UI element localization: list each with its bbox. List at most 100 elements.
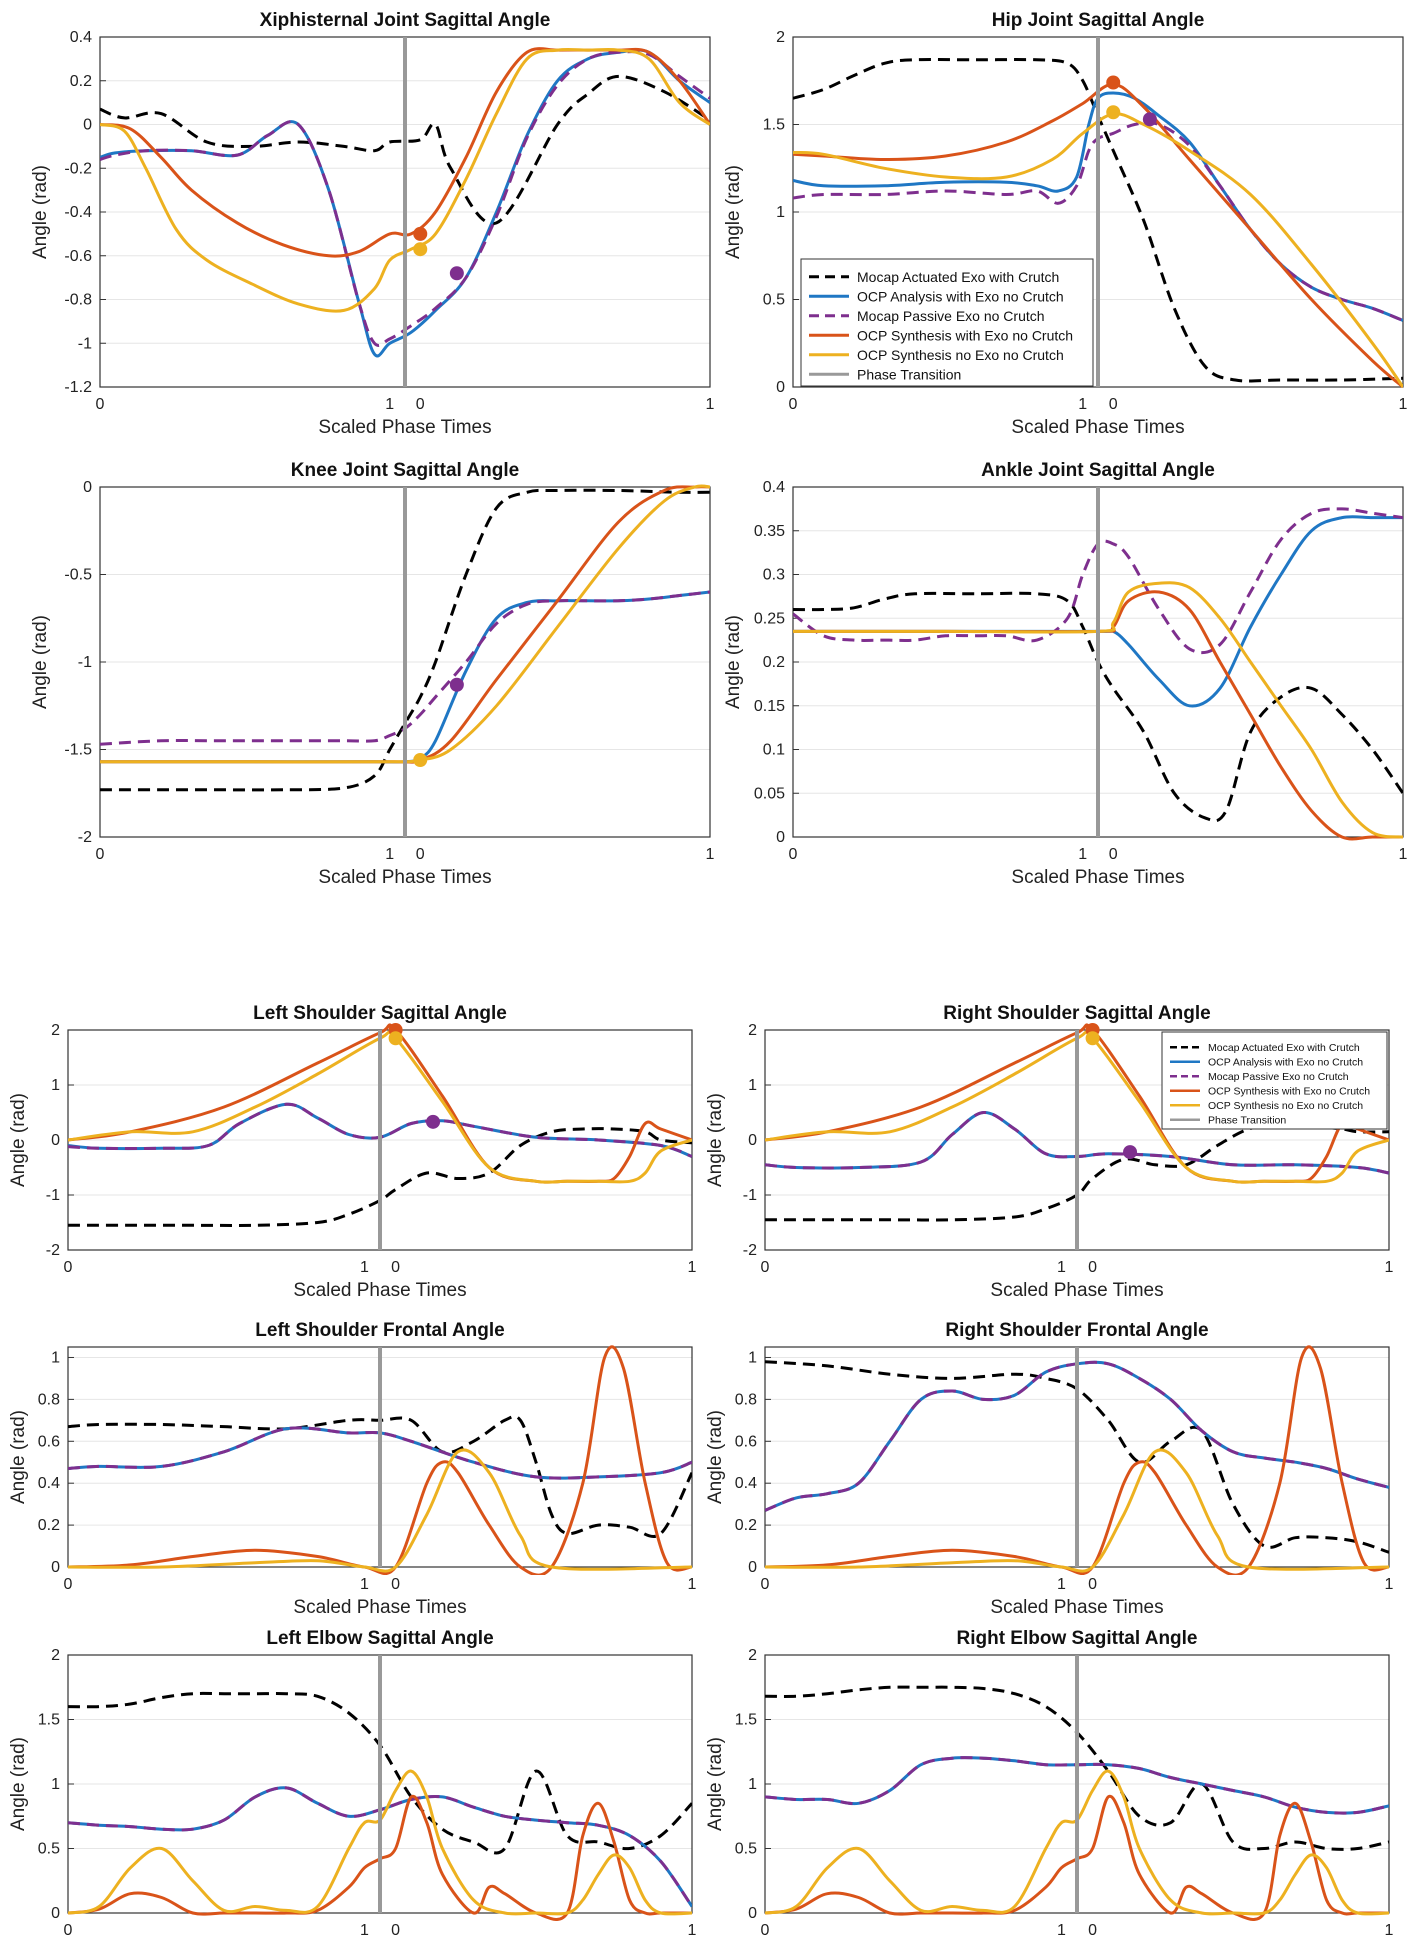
series-line-mocap-actuated (100, 74, 710, 226)
series-line-mocap-actuated (68, 1691, 692, 1855)
series-line-mocap-passive (100, 590, 710, 746)
y-tick-label: 0.35 (754, 523, 785, 540)
y-axis-label: Angle (rad) (723, 615, 744, 709)
legend-label: OCP Analysis with Exo no Crutch (857, 288, 1064, 304)
y-tick-label: -1 (78, 654, 92, 671)
x-tick-label: 1 (1385, 1259, 1394, 1276)
x-axis-label: Scaled Phase Times (990, 1597, 1163, 1618)
x-tick-label: 1 (706, 396, 715, 413)
x-tick-label: 1 (1385, 1922, 1394, 1939)
series-group (100, 484, 710, 792)
y-tick-label: 1.5 (38, 1712, 60, 1729)
y-tick-label: 1 (748, 1776, 757, 1793)
x-axis-label: Scaled Phase Times (990, 1943, 1163, 1945)
y-tick-label: 0.2 (70, 73, 92, 90)
y-tick-label: -1 (743, 1187, 757, 1204)
x-tick-label: 1 (1078, 396, 1087, 413)
x-tick-label: 0 (1109, 846, 1118, 863)
x-tick-label: 0 (1088, 1922, 1097, 1939)
right-shoulder-sagittal-angle-chart: -2 -1 0 1 2 0 1 0 1 Right Shoulder Sagittal Angle… (705, 1003, 1394, 1301)
y-axis-label: Angle (rad) (705, 1410, 726, 1504)
legend-label: Phase Transition (857, 366, 961, 382)
series-line-mocap-actuated (793, 591, 1403, 823)
y-tick-label: 0.8 (38, 1391, 60, 1408)
y-axis-label: Angle (rad) (30, 165, 51, 259)
marker-mocap-passive (449, 266, 464, 281)
series-line-mocap-passive (68, 1426, 692, 1480)
legend: Mocap Actuated Exo with Crutch OCP Analys… (1161, 1031, 1388, 1130)
left-shoulder-frontal-angle-chart: 0 0.2 0.4 0.6 0.8 1 0 1 0 1 Left Shoulder Frontal … (8, 1320, 697, 1618)
chart-title: Right Shoulder Sagittal Angle (943, 1003, 1210, 1024)
y-tick-label: 0.4 (763, 479, 785, 496)
legend-label: Phase Transition (1208, 1115, 1286, 1127)
series-line-mocap-actuated (100, 488, 710, 792)
y-tick-label: 0 (748, 1559, 757, 1576)
y-tick-label: 1.5 (735, 1712, 757, 1729)
y-tick-label: 1 (51, 1349, 60, 1366)
x-tick-label: 0 (1109, 396, 1118, 413)
series-line-mocap-passive (100, 50, 710, 347)
xiphisternal-joint-sagittal-angle-chart: -1.2 -1 -0.8 -0.6 -0.4 -0.2 0 0.2 0.4 0 1 0 1 Xiphist… (30, 10, 715, 438)
y-tick-label: 0.5 (38, 1841, 60, 1858)
x-tick-label: 0 (789, 846, 798, 863)
y-tick-label: 0.15 (754, 698, 785, 715)
legend-label: Mocap Passive Exo no Crutch (1208, 1071, 1349, 1083)
y-tick-label: 0 (748, 1132, 757, 1149)
x-tick-label: 0 (391, 1576, 400, 1593)
x-tick-label: 1 (1057, 1259, 1066, 1276)
y-tick-label: 0 (748, 1905, 757, 1922)
x-tick-label: 1 (1385, 1576, 1394, 1593)
x-tick-label: 0 (1088, 1576, 1097, 1593)
legend-label: OCP Synthesis no Exo no Crutch (857, 347, 1064, 363)
series-line-ocp-synth-noexo (68, 1448, 692, 1573)
series-line-ocp-synth-noexo (765, 1448, 1389, 1573)
x-axis-label: Scaled Phase Times (293, 1943, 466, 1945)
y-tick-label: -2 (743, 1242, 757, 1259)
y-tick-label: 2 (776, 29, 785, 46)
y-tick-label: 2 (748, 1022, 757, 1039)
legend-label: OCP Synthesis with Exo no Crutch (1208, 1086, 1370, 1098)
x-tick-label: 1 (688, 1922, 697, 1939)
y-axis-label: Angle (rad) (705, 1093, 726, 1187)
x-tick-label: 0 (789, 396, 798, 413)
legend-label: Mocap Actuated Exo with Crutch (1208, 1042, 1360, 1054)
y-axis-label: Angle (rad) (8, 1093, 29, 1187)
y-tick-label: -1 (78, 335, 92, 352)
y-tick-label: 2 (51, 1647, 60, 1664)
x-tick-label: 1 (688, 1259, 697, 1276)
legend-label: OCP Synthesis with Exo no Crutch (857, 327, 1073, 343)
legend-label: OCP Analysis with Exo no Crutch (1208, 1057, 1363, 1069)
x-tick-label: 0 (416, 846, 425, 863)
series-line-ocp-synth-exo (765, 1345, 1389, 1575)
y-tick-label: 0.2 (38, 1517, 60, 1534)
x-axis-label: Scaled Phase Times (1011, 417, 1184, 438)
series-line-mocap-actuated (68, 1414, 692, 1539)
series-group (100, 47, 710, 358)
y-tick-label: 2 (748, 1647, 757, 1664)
y-axis-label: Angle (rad) (705, 1737, 726, 1831)
x-tick-label: 1 (360, 1576, 369, 1593)
series-line-mocap-passive (765, 1110, 1389, 1175)
series-group (68, 1023, 692, 1227)
series-line-ocp-synth-exo (765, 1794, 1389, 1921)
left-shoulder-sagittal-angle-chart: -2 -1 0 1 2 0 1 0 1 Left Shoulder Sagittal Angle S… (8, 1003, 697, 1301)
x-tick-label: 1 (360, 1922, 369, 1939)
y-tick-label: -0.2 (64, 160, 92, 177)
series-line-mocap-passive (68, 1102, 692, 1158)
x-tick-label: 0 (416, 396, 425, 413)
y-tick-label: 1 (51, 1776, 60, 1793)
legend-label: Mocap Actuated Exo with Crutch (857, 269, 1059, 285)
x-tick-label: 0 (761, 1259, 770, 1276)
y-tick-label: 0.5 (763, 292, 785, 309)
y-tick-label: 0.2 (735, 1517, 757, 1534)
chart-title: Left Shoulder Frontal Angle (255, 1320, 504, 1341)
series-line-ocp-synth-noexo (793, 581, 1403, 839)
series-line-ocp-synth-noexo (765, 1769, 1389, 1916)
marker-ocp-synth-noexo (1106, 105, 1121, 120)
series-line-ocp-synth-noexo (100, 47, 710, 313)
hip-joint-sagittal-angle-chart: 0 0.5 1 1.5 2 0 1 0 1 Hip Joint Sagittal Angle Sca… (723, 10, 1408, 438)
series-group (765, 1023, 1389, 1222)
y-tick-label: 0 (83, 117, 92, 134)
y-tick-label: 0.5 (735, 1841, 757, 1858)
right-shoulder-frontal-angle-chart: 0 0.2 0.4 0.6 0.8 1 0 1 0 1 Right Shoulder Frontal… (705, 1320, 1394, 1618)
